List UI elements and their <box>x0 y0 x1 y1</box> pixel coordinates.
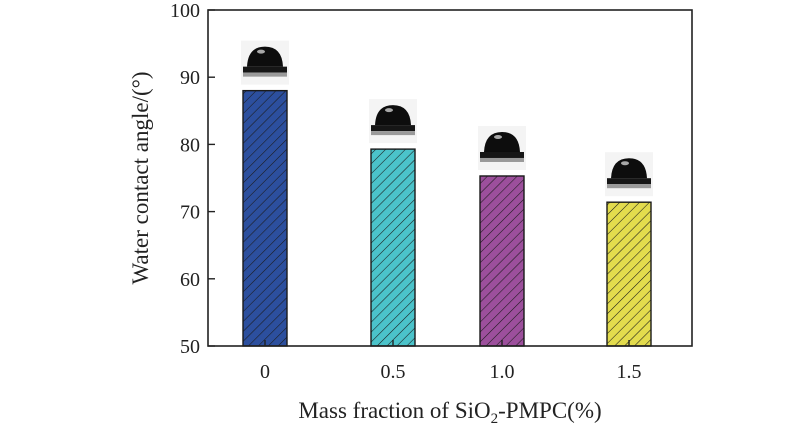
x-axis-title-part: -PMPC(%) <box>498 398 602 423</box>
y-tick-label: 50 <box>180 336 200 358</box>
y-tick-label: 70 <box>180 202 200 224</box>
y-tick-label: 60 <box>180 269 200 291</box>
water-droplet-icon <box>478 125 526 170</box>
bar <box>606 201 652 347</box>
y-tick-label: 100 <box>170 0 200 22</box>
x-axis-title-subscript: 2 <box>491 411 499 427</box>
water-droplet-icon <box>369 99 417 144</box>
bar <box>479 175 525 347</box>
bar <box>242 89 288 347</box>
x-axis-title: Mass fraction of SiO2-PMPC(%) <box>298 398 601 427</box>
water-droplet-icon <box>241 40 289 85</box>
bar <box>370 148 416 347</box>
x-tick-label: 0.5 <box>381 361 406 383</box>
plot-frame <box>207 9 693 347</box>
water-droplet-icon <box>605 152 653 197</box>
y-tick-label: 90 <box>180 67 200 89</box>
y-axis-title: Water contact angle/(°) <box>128 72 153 285</box>
x-axis-title-part: Mass fraction of SiO <box>298 398 490 423</box>
x-tick-label: 0 <box>260 361 270 383</box>
x-tick-label: 1.0 <box>490 361 515 383</box>
x-tick-label: 1.5 <box>617 361 642 383</box>
y-tick-label: 80 <box>180 134 200 156</box>
